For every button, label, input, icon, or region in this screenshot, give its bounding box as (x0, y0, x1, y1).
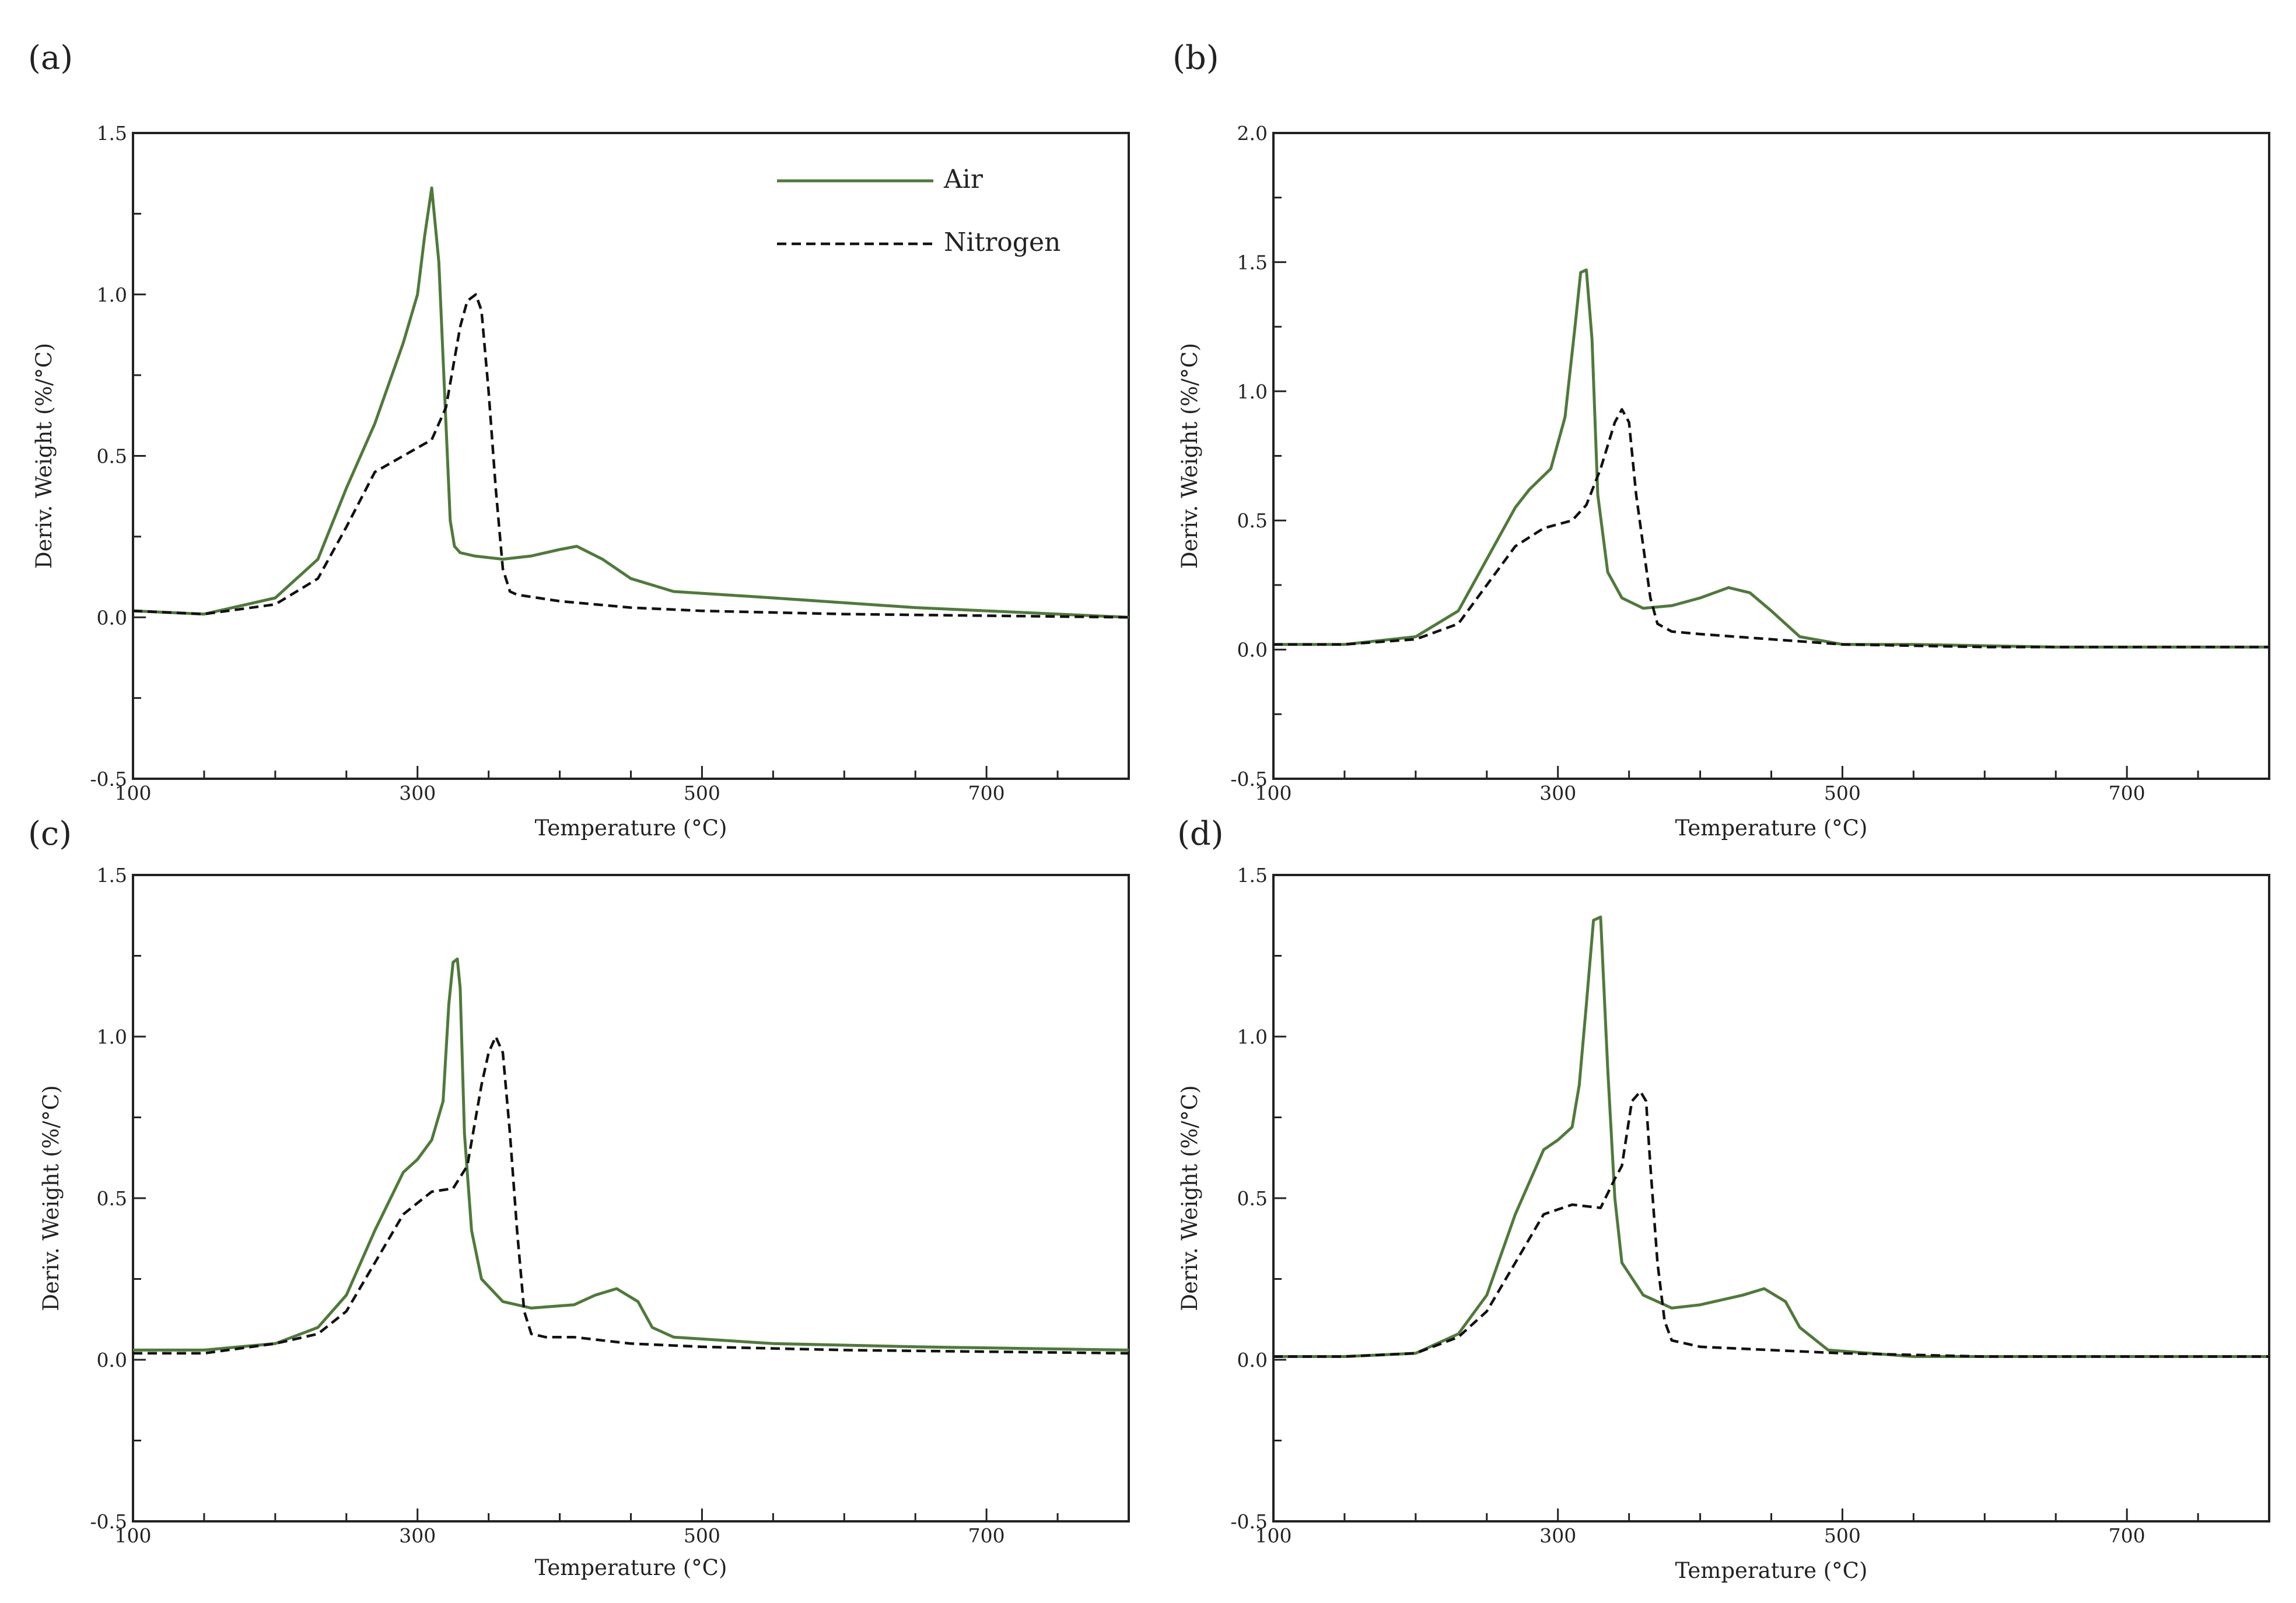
y-tick-label: 1.0 (97, 284, 127, 306)
x-tick-label: 300 (1539, 1524, 1576, 1547)
y-tick-label: 1.5 (1237, 864, 1268, 887)
y-tick-label: 0.5 (97, 1187, 127, 1210)
x-axis-title: Temperature (°C) (535, 1555, 727, 1580)
x-tick-label: 500 (684, 1524, 720, 1547)
panel-a: (a) 100 300 500 700 -0.5 0.0 0.5 1.0 1.5 Temperatu… (28, 39, 1130, 841)
series-line-nitrogen (133, 1035, 1129, 1355)
y-tick-label: 0.5 (1237, 509, 1268, 532)
panel-d: (d) 100 300 500 700 -0.5 0.0 0.5 1.0 1.5 Temperatu… (1177, 815, 2270, 1583)
plot-frame (1272, 132, 2270, 780)
y-tick-label: 0.5 (97, 445, 127, 468)
legend: Air Nitrogen (777, 164, 1060, 257)
series-line-air (133, 957, 1129, 1352)
x-tick-label: 700 (2109, 1524, 2146, 1547)
y-tick-label: -0.5 (90, 768, 127, 790)
panel-label: (c) (28, 815, 72, 853)
plot-frame (1272, 874, 2270, 1522)
panel-label: (a) (28, 39, 73, 77)
y-axis-title: Deriv. Weight (%/°C) (32, 343, 57, 569)
x-tick-label: 100 (1255, 1524, 1292, 1547)
series-line-nitrogen (1273, 408, 2269, 649)
x-tick-label: 500 (1824, 782, 1861, 804)
y-tick-label: 1.5 (97, 122, 127, 145)
x-tick-label: 700 (968, 1524, 1005, 1547)
series-line-nitrogen (132, 293, 1129, 619)
x-tick-label: 300 (1539, 782, 1576, 804)
y-tick-label: 2.0 (1237, 122, 1268, 145)
y-tick-label: 0.0 (1237, 639, 1268, 662)
y-tick-label: 1.0 (97, 1026, 127, 1048)
y-tick-label: -0.5 (90, 1510, 127, 1533)
y-tick-label: 0.0 (97, 1349, 127, 1371)
y-tick-label: 1.5 (97, 864, 127, 887)
legend-nitrogen-label: Nitrogen (944, 228, 1060, 257)
y-tick-label: -0.5 (1230, 1510, 1268, 1533)
panel-b: (b) 100 300 500 700 -0.5 0.0 0.5 1.0 1.5 2.0 Temper… (1172, 39, 2270, 841)
series-line-air (1273, 268, 2269, 649)
y-tick-label: 0.0 (1237, 1349, 1268, 1371)
x-tick-label: 700 (2109, 782, 2146, 804)
x-tick-label: 700 (968, 782, 1005, 804)
y-tick-label: 1.0 (1237, 380, 1268, 403)
panel-label: (d) (1177, 815, 1224, 853)
panel-label: (b) (1172, 39, 1219, 77)
y-axis-title: Deriv. Weight (%/°C) (38, 1085, 64, 1311)
x-tick-label: 300 (399, 1524, 436, 1547)
x-tick-label: 500 (1824, 1524, 1861, 1547)
x-axis-title: Temperature (°C) (1675, 816, 1868, 841)
x-axis-title: Temperature (°C) (535, 816, 727, 841)
y-axis-title: Deriv. Weight (%/°C) (1177, 1085, 1202, 1311)
panel-c: (c) 100 300 500 700 -0.5 0.0 0.5 1.0 1.5 Temperatu… (28, 815, 1130, 1580)
x-tick-label: 100 (115, 782, 152, 804)
x-tick-label: 100 (1255, 782, 1292, 804)
y-tick-label: 0.5 (1237, 1187, 1268, 1210)
y-axis-title: Deriv. Weight (%/°C) (1177, 343, 1202, 569)
y-tick-label: -0.5 (1230, 768, 1268, 790)
y-tick-label: 1.5 (1237, 251, 1268, 274)
series-line-air (132, 186, 1129, 619)
legend-air-label: Air (943, 164, 984, 194)
y-tick-label: 0.0 (97, 606, 127, 629)
plot-frame (132, 874, 1130, 1522)
series-line-air (1273, 915, 2269, 1358)
x-axis-title: Temperature (°C) (1675, 1558, 1868, 1583)
series-line-nitrogen (1273, 1090, 2269, 1358)
y-tick-label: 1.0 (1237, 1026, 1268, 1048)
x-tick-label: 300 (399, 782, 436, 804)
x-tick-label: 100 (115, 1524, 152, 1547)
x-tick-label: 500 (684, 782, 720, 804)
